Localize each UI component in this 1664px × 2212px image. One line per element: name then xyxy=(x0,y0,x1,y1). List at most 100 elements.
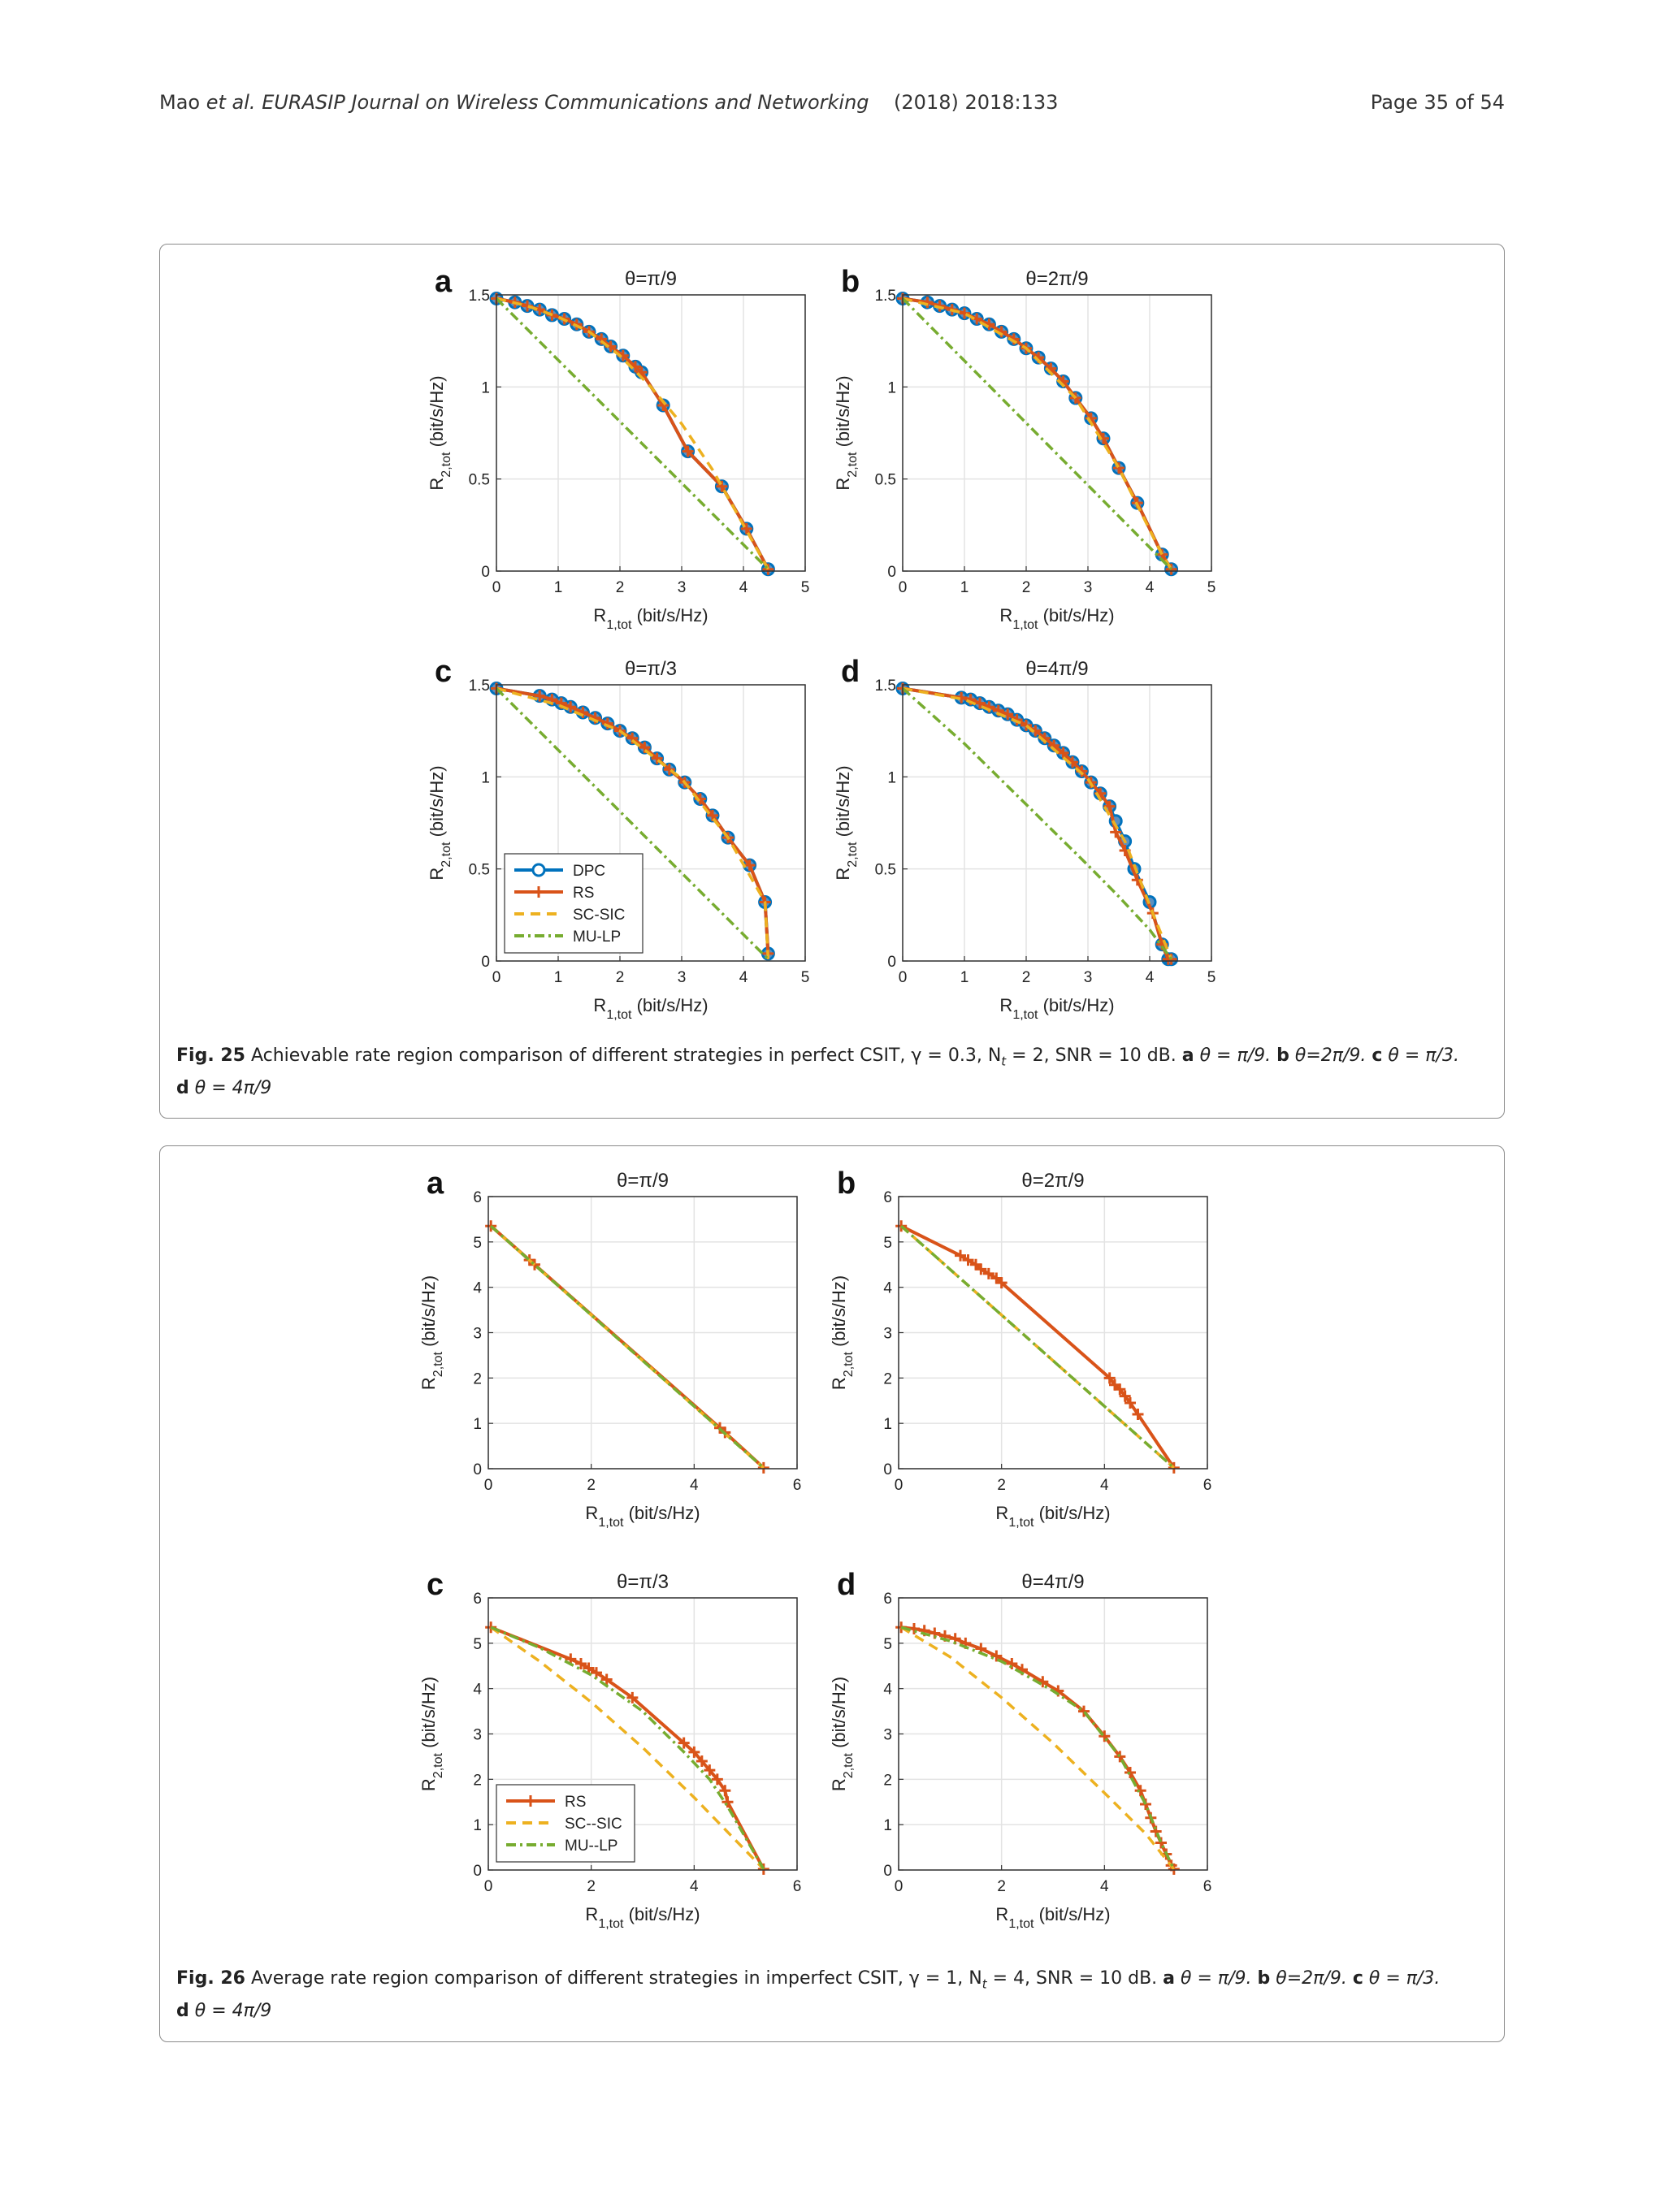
page-header: Mao et al. EURASIP Journal on Wireless C… xyxy=(159,91,1505,123)
x-tick-label: 6 xyxy=(793,1878,802,1895)
plot-title: θ=2π/9 xyxy=(1021,1170,1084,1192)
x-tick-label: 0 xyxy=(899,579,908,596)
x-axis-label: R1,tot (bit/s/Hz) xyxy=(995,1503,1110,1530)
x-tick-label: 2 xyxy=(1022,969,1031,986)
plot-panel-c: 0 2 4 6 0 1 2 3 4 5 6 θ=π/3 c R1,tot (bit/s/Hz) R2,tot… xyxy=(418,1568,801,1931)
plot-panel-d: 0 1 2 3 4 5 0 0.5 1 1.5 θ=4π/9 d R1,tot (bit/s/Hz) R2… xyxy=(833,655,1216,1022)
x-tick-label: 4 xyxy=(1100,1477,1109,1494)
x-tick-label: 1 xyxy=(960,579,969,596)
y-tick-label: 6 xyxy=(883,1189,892,1206)
y-tick-label: 6 xyxy=(883,1591,892,1608)
x-tick-label: 2 xyxy=(616,969,625,986)
data-point-rs xyxy=(1057,747,1069,759)
y-tick-label: 0 xyxy=(883,1863,892,1880)
y-tick-label: 1 xyxy=(887,769,896,786)
data-point-rs xyxy=(1103,1372,1116,1384)
y-tick-label: 0 xyxy=(887,954,896,971)
x-axis-label: R1,tot (bit/s/Hz) xyxy=(585,1503,700,1530)
plot-area xyxy=(903,685,1211,961)
axes-frame xyxy=(496,684,806,962)
y-tick-label: 2 xyxy=(473,1370,482,1387)
caption-part-letter: d xyxy=(176,2001,189,2022)
data-point-rs xyxy=(982,1267,994,1279)
legend-label: RS xyxy=(573,885,594,902)
y-tick-label: 3 xyxy=(883,1326,892,1343)
data-point-rs xyxy=(1006,1657,1018,1669)
legend-marker xyxy=(531,863,546,877)
data-point-rs xyxy=(1165,563,1177,575)
y-tick-label: 0 xyxy=(887,564,896,581)
data-point-rs xyxy=(575,1657,587,1669)
panel-label: c xyxy=(427,1568,444,1602)
x-tick-label: 0 xyxy=(899,969,908,986)
data-point-rs xyxy=(704,1764,716,1777)
data-point-rs xyxy=(1002,708,1014,721)
y-tick-label: 4 xyxy=(883,1682,892,1699)
y-axis-label: R2,tot (bit/s/Hz) xyxy=(427,375,453,490)
data-point-rs xyxy=(757,1461,769,1474)
caption-part-text: θ = π/3. xyxy=(1363,1968,1441,1989)
data-point-rs xyxy=(591,1667,602,1679)
legend: RS SC--SIC MU--LP xyxy=(496,1784,635,1863)
data-point-rs xyxy=(1098,1730,1111,1742)
data-point-rs xyxy=(722,1796,734,1808)
plot-panel-d: 0 2 4 6 0 1 2 3 4 5 6 θ=4π/9 d R1,tot (bit/s/Hz) R2,to… xyxy=(829,1568,1211,1931)
y-axis-label: R2,tot (bit/s/Hz) xyxy=(427,765,453,880)
panel-label: c xyxy=(435,655,452,689)
y-tick-label: 2 xyxy=(883,1370,892,1387)
x-axis-label: R1,tot (bit/s/Hz) xyxy=(585,1904,700,1931)
series-line-mu-lp xyxy=(900,1625,1176,1870)
data-point-rs xyxy=(1168,1461,1180,1474)
y-tick-label: 0.5 xyxy=(875,472,896,489)
axes-frame xyxy=(488,1196,798,1470)
caption-part-text: θ = π/9. xyxy=(1175,1968,1258,1989)
data-point-rs xyxy=(534,690,546,702)
series-line-sc-sic xyxy=(900,1224,1175,1470)
y-tick-label: 0 xyxy=(473,1461,482,1478)
data-point-rs xyxy=(975,1263,987,1275)
x-tick-label: 3 xyxy=(1084,579,1093,596)
plot-panel-b: 0 1 2 3 4 5 0 0.5 1 1.5 θ=2π/9 b R1,tot (bit/s/Hz) R2… xyxy=(833,265,1216,632)
x-axis-label: R1,tot (bit/s/Hz) xyxy=(999,605,1114,632)
series-line-mu-lp xyxy=(901,687,1173,960)
data-point-rs xyxy=(651,752,663,764)
data-point-rs xyxy=(485,1220,497,1232)
caption-part-text: θ=2π/9. xyxy=(1270,1968,1353,1989)
data-point-rs xyxy=(1114,1383,1126,1396)
caption-text: Average rate region comparison of differ… xyxy=(250,1968,982,1989)
data-point-rs xyxy=(485,1621,497,1634)
legend-label: MU--LP xyxy=(565,1838,618,1855)
x-tick-label: 4 xyxy=(739,579,748,596)
series-line-mu-lp xyxy=(495,687,769,960)
data-point-rs xyxy=(678,1737,690,1749)
data-point-rs xyxy=(959,307,970,319)
data-point-rs xyxy=(743,859,756,872)
x-tick-label: 4 xyxy=(1100,1878,1109,1895)
panel-label: b xyxy=(837,1167,856,1201)
plot-title: θ=π/9 xyxy=(625,268,677,290)
figure-25-plots: 0 1 2 3 4 5 0 0.5 1 1.5 θ=π/9 a R1,tot (bit/s/Hz) R2,… xyxy=(427,265,1216,1022)
data-point-rs xyxy=(565,701,577,713)
y-tick-label: 1 xyxy=(887,379,896,396)
x-tick-label: 5 xyxy=(801,969,810,986)
data-point-rs xyxy=(1168,1863,1180,1875)
plot-title: θ=π/9 xyxy=(617,1170,669,1192)
data-point-rs xyxy=(1113,462,1124,474)
plot-panel-a: 0 2 4 6 0 1 2 3 4 5 6 θ=π/9 a R1,tot (bit/s/Hz) R2,tot… xyxy=(418,1167,801,1530)
legend-marker xyxy=(525,1795,536,1807)
data-point-rs xyxy=(1140,1799,1151,1811)
authors: Mao xyxy=(159,91,201,114)
y-tick-label: 5 xyxy=(473,1235,482,1252)
caption-text: Achievable rate region comparison of dif… xyxy=(250,1045,1002,1066)
data-point-rs xyxy=(1078,1705,1090,1717)
axes-frame xyxy=(488,1597,798,1871)
x-tick-label: 2 xyxy=(616,579,625,596)
x-tick-label: 4 xyxy=(690,1878,699,1895)
legend-label: DPC xyxy=(573,863,605,880)
figure-26-plots: 0 2 4 6 0 1 2 3 4 5 6 θ=π/9 a R1,tot (bit/s/Hz) R2,tot… xyxy=(418,1167,1211,1931)
y-tick-label: 4 xyxy=(473,1280,482,1297)
y-axis-label: R2,tot (bit/s/Hz) xyxy=(418,1275,445,1390)
data-point-rs xyxy=(757,1863,769,1875)
y-tick-label: 3 xyxy=(473,1326,482,1343)
y-tick-label: 1 xyxy=(473,1416,482,1433)
